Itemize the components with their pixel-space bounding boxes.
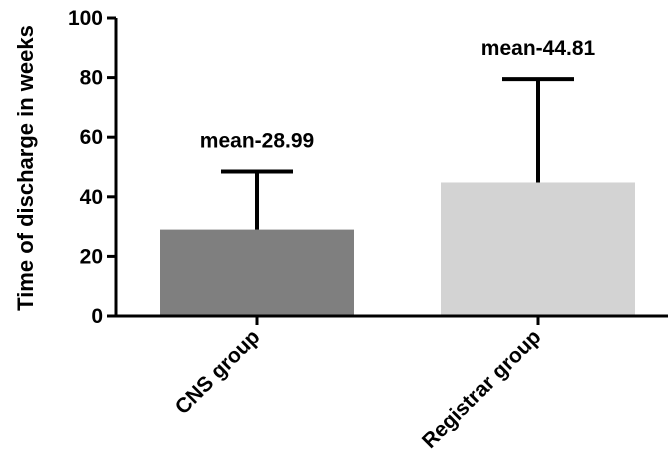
mean-annotation: mean-44.81 — [481, 37, 596, 60]
x-tick-label: CNS group — [171, 325, 265, 419]
mean-annotation: mean-28.99 — [200, 129, 314, 152]
y-tick-label: 0 — [91, 305, 103, 328]
bar-cns-group — [160, 229, 354, 316]
x-tick-label: Registrar group — [418, 325, 546, 453]
x-axis: CNS group Registrar group — [116, 314, 668, 453]
error-bars — [221, 77, 574, 230]
y-tick-label: 60 — [80, 126, 103, 149]
bars — [160, 182, 635, 316]
y-axis: 0 20 40 60 80 100 — [68, 7, 118, 328]
y-tick-label: 40 — [80, 186, 103, 209]
annotations: mean-28.99 mean-44.81 — [200, 37, 596, 152]
y-tick-label: 20 — [80, 245, 103, 268]
y-axis-title: Time of discharge in weeks — [13, 25, 38, 311]
y-tick-label: 100 — [68, 7, 103, 30]
y-tick-label: 80 — [80, 67, 103, 90]
bar-registrar-group — [441, 182, 635, 316]
